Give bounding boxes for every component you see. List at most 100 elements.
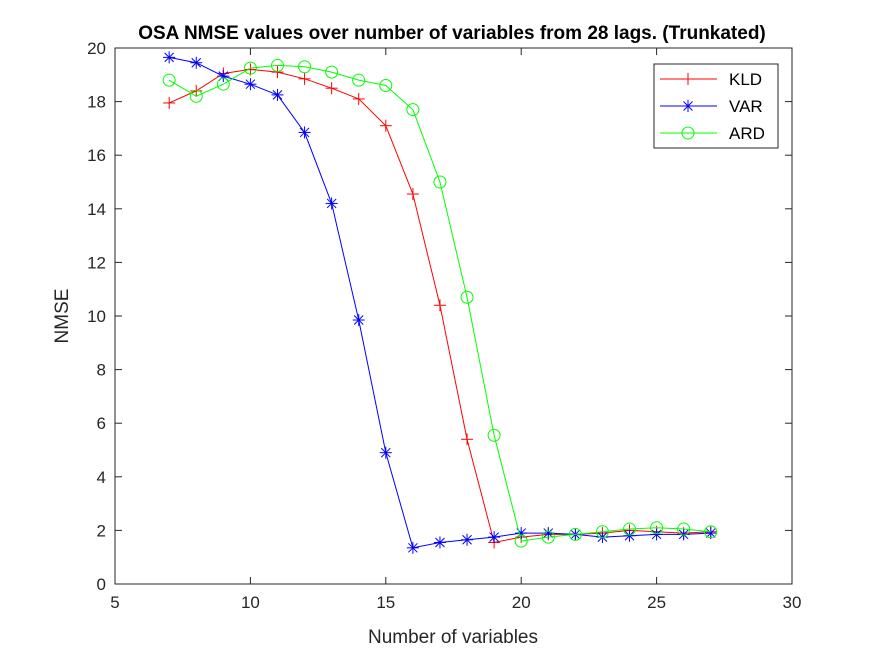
data-point-var bbox=[704, 527, 717, 540]
marker-stroke bbox=[379, 79, 393, 93]
data-point-var bbox=[271, 88, 284, 101]
legend-marker-ard bbox=[681, 126, 695, 140]
y-tick-label: 20 bbox=[87, 39, 106, 58]
marker-stroke bbox=[543, 528, 554, 538]
data-point-kld bbox=[163, 96, 176, 109]
data-point-ard bbox=[379, 79, 393, 93]
marker-stroke bbox=[623, 522, 637, 536]
y-tick-label: 14 bbox=[87, 200, 106, 219]
data-point-ard bbox=[677, 522, 691, 536]
data-point-ard bbox=[406, 103, 420, 117]
marker-stroke bbox=[353, 315, 364, 325]
y-tick-label: 0 bbox=[97, 575, 106, 594]
y-tick-label: 16 bbox=[87, 146, 106, 165]
legend-label-kld: KLD bbox=[729, 70, 762, 89]
data-point-ard bbox=[352, 73, 366, 87]
y-tick-label: 10 bbox=[87, 307, 106, 326]
y-tick-label: 8 bbox=[97, 361, 106, 380]
data-point-ard bbox=[704, 525, 718, 539]
marker-stroke bbox=[380, 447, 391, 458]
marker-stroke bbox=[406, 103, 420, 117]
x-tick-label: 15 bbox=[376, 593, 395, 612]
data-point-ard bbox=[325, 65, 339, 79]
data-point-var bbox=[596, 531, 609, 544]
x-tick-label: 30 bbox=[783, 593, 802, 612]
data-point-ard bbox=[298, 60, 312, 74]
y-tick-label: 12 bbox=[87, 253, 106, 272]
marker-stroke bbox=[325, 65, 339, 79]
data-point-var bbox=[325, 197, 338, 210]
data-point-kld bbox=[298, 72, 311, 85]
x-axis-title: Number of variables bbox=[368, 627, 538, 648]
data-point-var bbox=[163, 51, 176, 64]
data-point-kld bbox=[433, 299, 446, 312]
x-tick-label: 20 bbox=[512, 593, 531, 612]
data-point-ard bbox=[216, 77, 230, 91]
data-point-var bbox=[406, 541, 419, 554]
marker-stroke bbox=[216, 77, 230, 91]
data-point-kld bbox=[406, 188, 419, 201]
data-point-ard bbox=[514, 534, 528, 548]
x-tick-label: 10 bbox=[241, 593, 260, 612]
y-tick-label: 18 bbox=[87, 93, 106, 112]
legend-label-var: VAR bbox=[729, 97, 763, 116]
legend-label-ard: ARD bbox=[729, 124, 765, 143]
legend: KLD VAR ARD bbox=[653, 63, 779, 149]
marker-stroke bbox=[272, 90, 283, 100]
marker-stroke bbox=[462, 534, 472, 545]
legend-entry-kld: KLD bbox=[660, 70, 762, 89]
y-axis-title: NMSE bbox=[52, 289, 73, 344]
data-point-ard bbox=[623, 522, 637, 536]
data-point-var bbox=[650, 528, 663, 541]
data-point-kld bbox=[352, 92, 365, 105]
marker-stroke bbox=[299, 127, 310, 138]
data-point-var bbox=[352, 314, 365, 327]
series-var bbox=[163, 51, 717, 554]
data-point-var bbox=[244, 78, 257, 91]
marker-stroke bbox=[514, 534, 528, 548]
x-tick-label: 5 bbox=[110, 593, 119, 612]
legend-marker-var bbox=[682, 100, 694, 112]
marker-stroke bbox=[677, 522, 691, 536]
series-line-ard bbox=[168, 64, 711, 542]
marker-stroke bbox=[162, 73, 176, 87]
marker-stroke bbox=[597, 532, 608, 542]
data-point-var bbox=[190, 56, 203, 69]
marker-stroke bbox=[191, 57, 202, 68]
marker-stroke bbox=[704, 525, 718, 539]
marker-stroke bbox=[678, 529, 689, 540]
data-point-kld bbox=[190, 84, 203, 97]
data-point-ard bbox=[487, 428, 501, 442]
data-point-ard bbox=[541, 530, 555, 544]
legend-marker-kld bbox=[682, 73, 694, 85]
marker-stroke bbox=[164, 52, 175, 63]
data-point-kld bbox=[379, 119, 392, 132]
marker-stroke bbox=[435, 537, 445, 548]
marker-stroke bbox=[624, 530, 635, 541]
chart-title: OSA NMSE values over number of variables… bbox=[138, 23, 766, 44]
data-point-kld bbox=[461, 433, 474, 446]
marker-stroke bbox=[487, 428, 501, 442]
data-point-var bbox=[298, 126, 311, 139]
marker-stroke bbox=[651, 529, 662, 540]
data-point-var bbox=[379, 446, 392, 459]
marker-stroke bbox=[433, 175, 447, 189]
data-point-ard bbox=[162, 73, 176, 87]
marker-stroke bbox=[326, 198, 337, 209]
data-point-ard bbox=[650, 521, 664, 535]
marker-stroke bbox=[595, 525, 609, 539]
data-point-ard bbox=[460, 290, 474, 304]
data-point-var bbox=[677, 528, 690, 541]
plot-frame bbox=[114, 47, 793, 585]
data-point-var bbox=[623, 529, 636, 542]
marker-stroke bbox=[650, 521, 664, 535]
data-point-kld bbox=[271, 66, 284, 79]
x-tick-label: 25 bbox=[647, 593, 666, 612]
marker-stroke bbox=[189, 89, 203, 103]
marker-stroke bbox=[352, 73, 366, 87]
marker-stroke bbox=[541, 530, 555, 544]
data-point-ard bbox=[243, 61, 257, 75]
data-point-kld bbox=[325, 82, 338, 95]
marker-stroke bbox=[245, 79, 256, 90]
data-point-ard bbox=[189, 89, 203, 103]
